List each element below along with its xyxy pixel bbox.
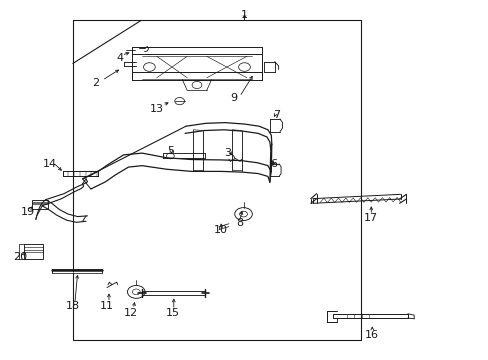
Text: 11: 11: [100, 301, 114, 311]
Text: 4: 4: [116, 53, 123, 63]
Text: 20: 20: [13, 252, 27, 262]
Text: 15: 15: [165, 309, 179, 318]
Text: 16: 16: [365, 330, 379, 340]
Text: 1: 1: [241, 10, 247, 20]
Text: 5: 5: [166, 146, 174, 156]
Text: 12: 12: [124, 308, 138, 318]
Text: 7: 7: [272, 111, 279, 121]
Text: 9: 9: [230, 93, 237, 103]
Text: 17: 17: [364, 213, 378, 222]
Text: 18: 18: [66, 301, 80, 311]
Text: 6: 6: [270, 159, 277, 169]
Bar: [32, 200, 48, 209]
Text: 2: 2: [92, 78, 99, 88]
Text: 10: 10: [214, 225, 227, 235]
Text: 14: 14: [42, 159, 57, 169]
Bar: [24, 244, 42, 259]
Text: 3: 3: [224, 148, 230, 158]
Text: 19: 19: [20, 207, 35, 217]
Text: 13: 13: [149, 104, 163, 114]
Text: 8: 8: [236, 218, 243, 228]
